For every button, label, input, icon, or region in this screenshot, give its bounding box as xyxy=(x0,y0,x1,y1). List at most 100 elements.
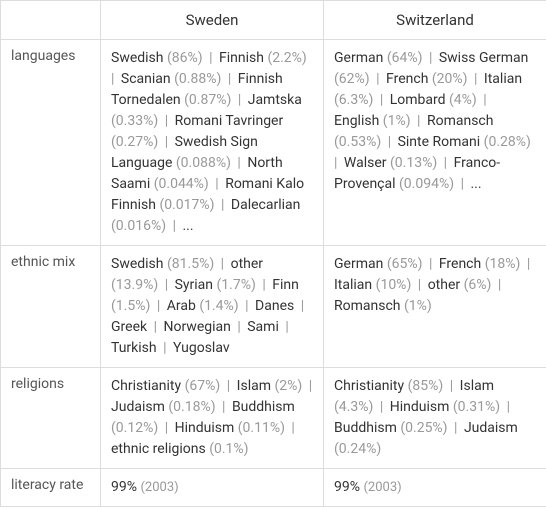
item-percent: (1%) xyxy=(404,298,432,314)
item-percent: (67%) xyxy=(185,378,221,394)
separator: | xyxy=(500,399,513,415)
item-name: Scanian xyxy=(121,71,171,87)
literacy-year: (2003) xyxy=(140,480,178,495)
cell-content: Christianity (85%) | Islam (4.3%) | Hind… xyxy=(334,376,536,460)
item-name: Judaism xyxy=(464,420,518,436)
item-name: Buddhism xyxy=(232,399,295,415)
separator: | xyxy=(373,399,389,415)
separator: | xyxy=(203,50,219,66)
header-empty xyxy=(1,1,101,40)
item-percent: (64%) xyxy=(387,50,423,66)
item-percent: (0.33%) xyxy=(111,113,158,129)
column-header: Sweden xyxy=(101,1,324,40)
row-label: religions xyxy=(1,368,101,469)
item-percent: (0.87%) xyxy=(184,92,231,108)
item-name: Jamtska xyxy=(248,92,302,108)
item-percent: (85%) xyxy=(408,378,444,394)
separator: | xyxy=(477,92,490,108)
item-percent: (1.4%) xyxy=(199,298,238,314)
separator: | xyxy=(454,176,470,192)
item-percent: (0.31%) xyxy=(453,399,500,415)
item-percent: (0.1%) xyxy=(209,441,248,457)
item-name: German xyxy=(334,256,383,272)
cell-content: Swedish (81.5%) | other (13.9%) | Syrian… xyxy=(111,254,313,359)
item-name: Sami xyxy=(247,319,279,335)
item-percent: (1.5%) xyxy=(111,298,150,314)
item-name: German xyxy=(334,50,383,66)
separator: | xyxy=(411,113,427,129)
item-percent: (0.25%) xyxy=(400,420,447,436)
item-percent: (0.28%) xyxy=(484,134,531,150)
cell-content: 99% (2003) xyxy=(111,477,313,498)
item-name: Danes xyxy=(255,298,294,314)
item-name: Hinduism xyxy=(390,399,450,415)
table-row: religionsChristianity (67%) | Islam (2%)… xyxy=(1,368,546,469)
separator: | xyxy=(214,256,230,272)
cell-content: German (65%) | French (18%) | Italian (1… xyxy=(334,254,536,317)
separator: | xyxy=(239,298,255,314)
item-name: Dalecarlian xyxy=(231,197,300,213)
item-percent: (10%) xyxy=(376,277,412,293)
data-cell: 99% (2003) xyxy=(324,469,546,507)
row-label: ethnic mix xyxy=(1,246,101,368)
separator: | xyxy=(302,378,315,394)
item-name: Christianity xyxy=(111,378,181,394)
separator: | xyxy=(147,319,163,335)
item-name: ethnic religions xyxy=(111,441,206,457)
data-cell: 99% (2003) xyxy=(101,469,324,507)
column-header: Switzerland xyxy=(324,1,546,40)
item-name: Christianity xyxy=(334,378,404,394)
literacy-value: 99% xyxy=(334,479,360,495)
table-row: literacy rate99% (2003)99% (2003) xyxy=(1,469,546,507)
item-name: other xyxy=(231,256,263,272)
separator: | xyxy=(158,134,174,150)
cell-content: 99% (2003) xyxy=(334,477,536,498)
item-name: Romani Tavringer xyxy=(175,113,284,129)
item-name: Lombard xyxy=(390,92,446,108)
item-percent: (0.18%) xyxy=(168,399,215,415)
item-percent: (0.53%) xyxy=(334,134,381,150)
item-name: Arab xyxy=(167,298,196,314)
separator: | xyxy=(285,420,298,436)
item-name: Swedish xyxy=(111,256,164,272)
comparison-table: Sweden Switzerland languagesSwedish (86%… xyxy=(0,0,546,507)
item-percent: (2%) xyxy=(274,378,302,394)
separator: | xyxy=(158,420,174,436)
item-name: Walser xyxy=(344,155,387,171)
item-percent: (0.24%) xyxy=(334,441,381,457)
item-name: Yugoslav xyxy=(173,340,230,356)
separator: | xyxy=(158,277,174,293)
cell-content: Swedish (86%) | Finnish (2.2%) | Scanian… xyxy=(111,48,313,237)
data-cell: Swedish (81.5%) | other (13.9%) | Syrian… xyxy=(101,246,324,368)
item-name: Islam xyxy=(237,378,271,394)
separator: | xyxy=(437,155,453,171)
separator: | xyxy=(443,378,459,394)
separator: | xyxy=(158,113,174,129)
item-percent: (6.3%) xyxy=(334,92,373,108)
item-name: Turkish xyxy=(111,340,157,356)
cell-content: German (64%) | Swiss German (62%) | Fren… xyxy=(334,48,536,195)
separator: | xyxy=(231,155,247,171)
separator: | xyxy=(370,71,386,87)
data-cell: Christianity (67%) | Islam (2%) | Judais… xyxy=(101,368,324,469)
item-percent: (0.017%) xyxy=(159,197,214,213)
table-row: languagesSwedish (86%) | Finnish (2.2%) … xyxy=(1,40,546,246)
item-percent: (0.27%) xyxy=(111,134,158,150)
separator: | xyxy=(231,319,247,335)
item-name: Syrian xyxy=(175,277,213,293)
item-percent: (18%) xyxy=(485,256,521,272)
item-percent: (0.88%) xyxy=(174,71,221,87)
separator: | xyxy=(411,277,427,293)
data-cell: German (64%) | Swiss German (62%) | Fren… xyxy=(324,40,546,246)
item-percent: (62%) xyxy=(334,71,370,87)
item-name: Finnish xyxy=(219,50,264,66)
item-name: Romansch xyxy=(427,113,494,129)
separator: | xyxy=(216,399,232,415)
cell-content: Christianity (67%) | Islam (2%) | Judais… xyxy=(111,376,313,460)
row-label: literacy rate xyxy=(1,469,101,507)
separator: | xyxy=(157,340,173,356)
item-percent: (81.5%) xyxy=(167,256,214,272)
separator: | xyxy=(468,71,484,87)
separator: | xyxy=(221,71,237,87)
separator: | xyxy=(294,298,307,314)
